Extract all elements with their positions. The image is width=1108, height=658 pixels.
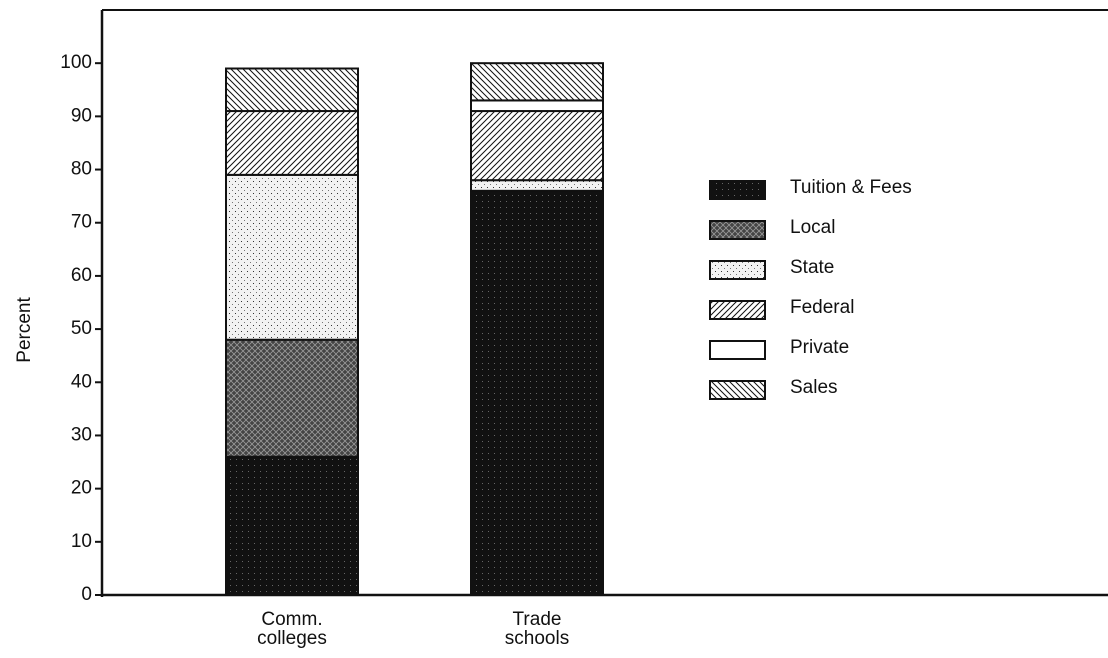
bar-segment <box>470 99 604 113</box>
legend-label: Tuition & Fees <box>790 177 912 198</box>
legend-label: Federal <box>790 297 854 318</box>
legend-swatch <box>709 380 766 400</box>
y-tick-label: 80 <box>71 159 92 180</box>
y-tick-label: 100 <box>60 52 92 73</box>
legend-label: Private <box>790 337 849 358</box>
bar-segment <box>225 173 359 341</box>
x-tick-label: Trade schools <box>505 609 569 649</box>
bar-segment <box>225 110 359 176</box>
bar-segment <box>225 338 359 458</box>
legend-swatch <box>709 340 766 360</box>
y-tick-label: 0 <box>81 584 92 605</box>
y-tick-label: 90 <box>71 105 92 126</box>
y-tick-label: 20 <box>71 478 92 499</box>
legend-swatch <box>709 300 766 320</box>
y-tick-label: 70 <box>71 212 92 233</box>
y-tick-label: 50 <box>71 318 92 339</box>
bar-segment <box>470 179 604 192</box>
y-tick-label: 30 <box>71 424 92 445</box>
legend-swatch <box>709 220 766 240</box>
bar-segment <box>225 67 359 113</box>
legend-label: Sales <box>790 377 838 398</box>
legend-label: Local <box>790 217 835 238</box>
bar-segment <box>225 455 359 596</box>
legend-label: State <box>790 257 834 278</box>
y-tick-label: 10 <box>71 531 92 552</box>
y-tick-label: 60 <box>71 265 92 286</box>
bar-segment <box>470 110 604 182</box>
bar-segment <box>470 62 604 102</box>
bar-segment <box>470 189 604 596</box>
legend-swatch <box>709 180 766 200</box>
y-tick-label: 40 <box>71 371 92 392</box>
y-axis-label: Percent <box>14 297 35 363</box>
x-tick-label: Comm. colleges <box>257 609 327 649</box>
legend-swatch <box>709 260 766 280</box>
